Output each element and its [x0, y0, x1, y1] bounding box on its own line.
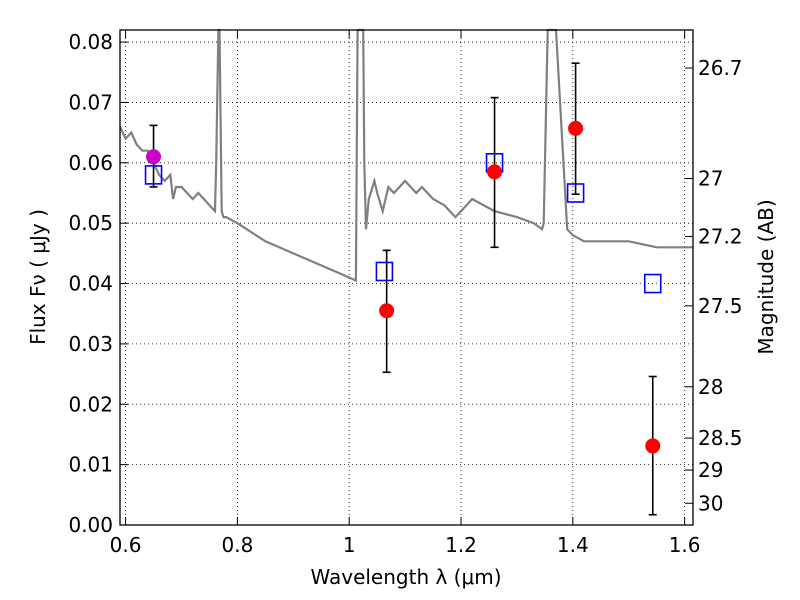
y-axis-title: Flux Fν ( μJy ) [26, 209, 50, 345]
y-tick-label: 0.07 [68, 90, 113, 114]
model-photometry-square [375, 261, 394, 282]
right-tick-label: 26.7 [698, 56, 743, 80]
y-tick-label: 0.01 [68, 453, 113, 477]
x-tick-label: 0.8 [221, 533, 253, 557]
y-tick-label: 0.00 [68, 513, 113, 537]
tick-labels: 0.6 0.8 1 1.2 1.4 1.6 0.00 0.01 0.02 0.03 0.04 0.05… [68, 30, 742, 557]
model-spectrum-line [119, 28, 693, 283]
right-tick-label: 30 [698, 491, 723, 515]
y-tick-label: 0.03 [68, 332, 113, 356]
right-tick-label: 29 [698, 458, 723, 482]
y-tick-label: 0.02 [68, 392, 113, 416]
right-tick-label: 27 [698, 167, 723, 191]
x-tick-label: 1 [343, 533, 356, 557]
x-tick-label: 1.4 [557, 533, 589, 557]
observed-optical-point [146, 149, 162, 165]
axis-ticks [120, 30, 693, 526]
observed-point [487, 164, 503, 180]
plot-area [119, 28, 693, 516]
grid-lines [120, 30, 693, 526]
observed-point [645, 438, 661, 454]
y-tick-label: 0.08 [68, 30, 113, 54]
x-tick-label: 0.6 [110, 533, 142, 557]
right-tick-label: 28 [698, 375, 723, 399]
right-tick-label: 27.5 [698, 294, 743, 318]
y-right-axis-title: Magnitude (AB) [754, 199, 778, 354]
x-axis-title: Wavelength λ (μm) [310, 565, 501, 589]
x-tick-label: 1.2 [445, 533, 477, 557]
model-photometry-square [144, 165, 163, 185]
x-tick-label: 1.6 [669, 533, 701, 557]
right-tick-label: 27.2 [698, 224, 743, 248]
right-tick-label: 28.5 [698, 426, 743, 450]
y-tick-label: 0.04 [68, 272, 113, 296]
plot-background [120, 30, 693, 525]
plot-frame [119, 29, 694, 526]
y-tick-label: 0.06 [68, 151, 113, 175]
model-photometry-square [643, 273, 662, 294]
y-tick-label: 0.05 [68, 211, 113, 235]
observed-point [568, 120, 584, 136]
observed-point [379, 303, 395, 319]
model-photometry-square [566, 183, 585, 203]
